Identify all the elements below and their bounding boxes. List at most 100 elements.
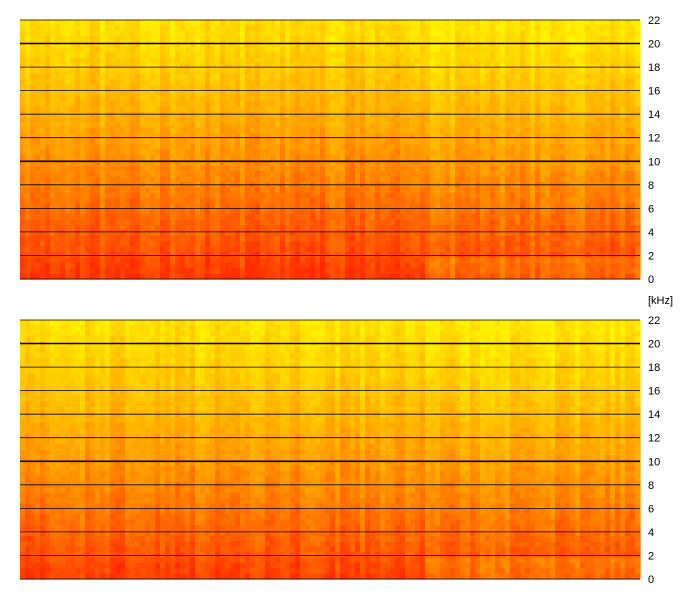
heat-cell <box>320 68 326 75</box>
heat-cell <box>80 235 86 242</box>
heat-cell <box>465 95 471 102</box>
heat-cell <box>525 122 531 129</box>
heat-cell <box>125 133 131 140</box>
heat-cell <box>235 171 241 178</box>
heat-cell <box>520 198 526 205</box>
heat-cell <box>245 100 251 107</box>
heat-cell <box>385 106 391 113</box>
heat-cell <box>105 122 111 129</box>
heat-cell <box>325 63 331 70</box>
heat-cell <box>430 198 436 205</box>
heat-cell <box>460 176 466 183</box>
heat-cell <box>500 46 506 53</box>
heat-cell <box>195 36 201 43</box>
heat-cell <box>185 30 191 37</box>
heat-cell <box>100 214 106 221</box>
heat-cell <box>455 165 461 172</box>
heat-cell <box>325 57 331 64</box>
heat-cell <box>75 90 81 97</box>
heat-cell <box>170 20 176 26</box>
heat-cell <box>330 171 336 178</box>
heat-cell <box>300 171 306 178</box>
heat-cell <box>30 241 36 248</box>
heat-cell <box>440 106 446 113</box>
heat-cell <box>475 208 481 215</box>
heat-cell <box>450 225 456 232</box>
heat-cell <box>100 73 106 80</box>
heat-cell <box>300 154 306 161</box>
heat-cell <box>165 154 171 161</box>
heat-cell <box>485 79 491 86</box>
heat-cell <box>395 95 401 102</box>
heat-cell <box>525 90 531 97</box>
heat-cell <box>155 246 161 253</box>
heat-cell <box>420 79 426 86</box>
heat-cell <box>70 79 76 86</box>
heat-cell <box>125 219 131 226</box>
heat-cell <box>495 187 501 194</box>
heat-cell <box>380 262 386 269</box>
heat-cell <box>300 106 306 113</box>
heat-cell <box>45 214 51 221</box>
heat-cell <box>415 52 421 59</box>
heat-cell <box>115 214 121 221</box>
heat-cell <box>310 171 316 178</box>
heat-cell <box>120 219 126 226</box>
heat-cell <box>200 149 206 156</box>
heat-cell <box>100 133 106 140</box>
heat-cell <box>360 100 366 107</box>
heat-cell <box>55 235 61 242</box>
heat-cell <box>485 95 491 102</box>
heat-cell <box>420 273 426 280</box>
heat-cell <box>25 100 31 107</box>
heat-cell <box>210 235 216 242</box>
heat-cell <box>435 46 441 53</box>
heat-cell <box>365 57 371 64</box>
heat-cell <box>20 149 26 156</box>
heat-cell <box>465 111 471 118</box>
heat-cell <box>170 192 176 199</box>
heat-cell <box>75 176 81 183</box>
heat-cell <box>225 230 231 237</box>
heat-cell <box>460 268 466 275</box>
heat-cell <box>370 127 376 134</box>
heat-cell <box>295 100 301 107</box>
heat-cell <box>240 165 246 172</box>
heat-cell <box>45 268 51 275</box>
heat-cell <box>385 52 391 59</box>
heat-cell <box>390 235 396 242</box>
heat-cell <box>320 79 326 86</box>
heat-cell <box>495 273 501 280</box>
heat-cell <box>280 100 286 107</box>
heat-cell <box>170 171 176 178</box>
heat-cell <box>255 36 261 43</box>
heat-cell <box>50 165 56 172</box>
heat-cell <box>425 57 431 64</box>
heat-cell <box>505 117 511 124</box>
heat-cell <box>460 138 466 145</box>
heat-cell <box>55 20 61 26</box>
heat-cell <box>100 262 106 269</box>
heat-cell <box>205 79 211 86</box>
heat-cell <box>435 106 441 113</box>
heat-cell <box>320 160 326 167</box>
heat-cell <box>75 262 81 269</box>
heat-cell <box>515 127 521 134</box>
heat-cell <box>495 138 501 145</box>
heat-cell <box>25 160 31 167</box>
heat-cell <box>150 268 156 275</box>
heat-cell <box>315 246 321 253</box>
heat-cell <box>330 230 336 237</box>
heat-cell <box>370 165 376 172</box>
heat-cell <box>220 246 226 253</box>
heat-cell <box>115 111 121 118</box>
heat-cell <box>445 111 451 118</box>
heat-cell <box>385 138 391 145</box>
heat-cell <box>525 20 531 26</box>
heat-cell <box>375 154 381 161</box>
heat-cell <box>380 252 386 259</box>
heat-cell <box>445 262 451 269</box>
heat-cell <box>265 36 271 43</box>
heat-cell <box>120 90 126 97</box>
heat-cell <box>100 111 106 118</box>
